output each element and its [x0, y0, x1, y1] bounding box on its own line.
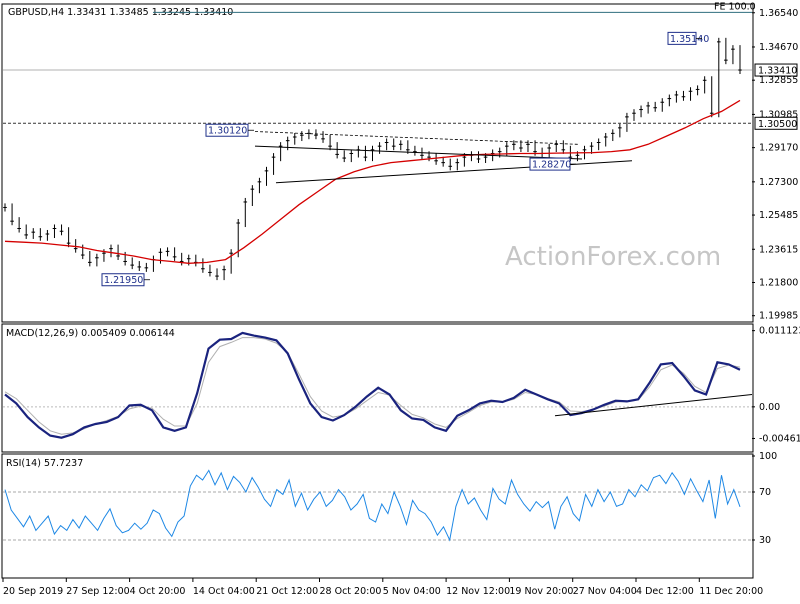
- rsi-ytick-label: 30: [759, 535, 771, 546]
- xtick-label: 21 Oct 12:00: [256, 586, 318, 597]
- watermark: ActionForex.com: [505, 242, 721, 272]
- macd-panel-frame: [1, 323, 754, 453]
- xtick-label: 12 Nov 12:00: [446, 586, 510, 597]
- price-plot: FE 100.0 1.35140 1.30120 1.28270 1.21950: [3, 1, 756, 287]
- price-ytick-label: 1.32855: [759, 75, 798, 86]
- triangle-upper-trendline: [254, 145, 583, 160]
- xtick-label: 4 Dec 12:00: [636, 586, 694, 597]
- level-label: 1.30120: [208, 126, 247, 137]
- price-ytick-label: 1.36540: [759, 8, 798, 19]
- macd-ytick-label: 0.00: [759, 402, 780, 413]
- current-price-tag: 1.33410: [758, 66, 797, 77]
- xtick-label: 11 Dec 20:00: [699, 586, 763, 597]
- macd-title: MACD(12,26,9) 0.005409 0.006144: [6, 328, 175, 339]
- price-ytick-label: 1.30985: [759, 109, 798, 120]
- macd-ytick-label: -0.004617: [759, 433, 800, 444]
- price-ytick-label: 1.34670: [759, 42, 798, 53]
- xtick-label: 27 Sep 12:00: [66, 586, 129, 597]
- price-ytick-label: 1.29170: [759, 143, 798, 154]
- xtick-label: 19 Nov 20:00: [509, 586, 573, 597]
- support-price-tag-box: [754, 116, 798, 130]
- price-ytick-label: 1.27300: [759, 177, 798, 188]
- fe-label: FE 100.0: [714, 1, 756, 12]
- macd-line: [4, 331, 741, 439]
- triangle-upper-dashed-trendline: [254, 131, 579, 145]
- price-ytick-label: 1.19985: [759, 311, 798, 322]
- triangle-lower-trendline: [275, 160, 633, 184]
- rsi-plot: [3, 469, 752, 542]
- support-price-tag: 1.30500: [758, 119, 797, 130]
- rsi-ytick-label: 100: [759, 451, 777, 462]
- xtick-label: 14 Oct 04:00: [193, 586, 255, 597]
- xtick-label: 28 Oct 20:00: [320, 586, 382, 597]
- current-price-tag-box: [754, 63, 798, 77]
- price-ytick-label: 1.21800: [759, 277, 798, 288]
- rsi-title: RSI(14) 57.7237: [6, 458, 83, 469]
- xtick-label: 5 Nov 04:00: [383, 586, 441, 597]
- rsi-line: [4, 469, 741, 542]
- moving-average-line: [4, 99, 741, 264]
- xtick-label: 4 Oct 20:00: [130, 586, 186, 597]
- xtick-label: 20 Sep 2019: [3, 586, 63, 597]
- level-label: 1.28270: [532, 160, 571, 171]
- price-title: GBPUSD,H4 1.33431 1.33485 1.33245 1.3341…: [8, 7, 233, 18]
- macd-signal-line: [4, 337, 741, 435]
- macd-ytick-label: 0.011123: [759, 326, 800, 337]
- price-ytick-label: 1.25485: [759, 210, 798, 221]
- rsi-ytick-label: 70: [759, 487, 771, 498]
- price-panel-frame: [1, 3, 754, 323]
- y-axes: 1.36540 1.34670 1.32855 1.30985 1.29170 1.273…: [752, 8, 800, 546]
- level-label: 1.35140: [670, 34, 709, 45]
- level-label: 1.21950: [104, 275, 143, 286]
- macd-plot: [3, 331, 753, 439]
- macd-trendline: [554, 394, 753, 417]
- xtick-label: 27 Nov 04:00: [573, 586, 637, 597]
- rsi-panel-frame: [1, 453, 754, 579]
- x-axis: 20 Sep 2019 27 Sep 12:00 4 Oct 20:00 14 Oct…: [2, 578, 763, 597]
- price-ytick-label: 1.23615: [759, 244, 798, 255]
